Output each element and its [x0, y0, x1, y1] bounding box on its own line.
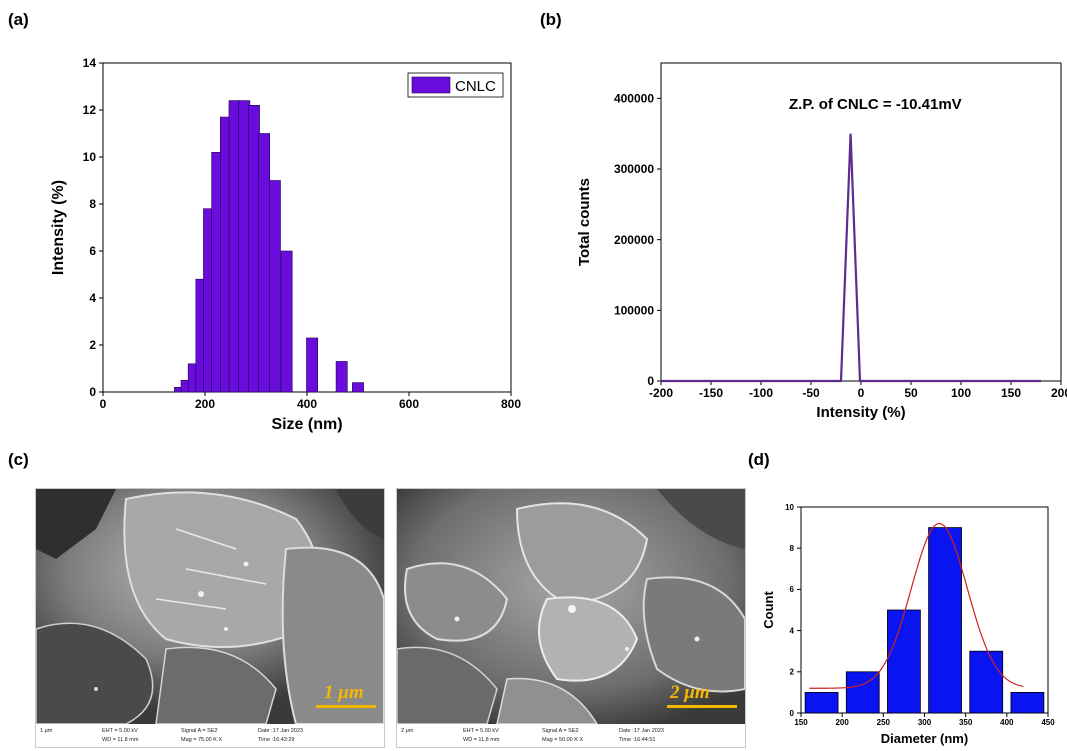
- chart-b-ytick-label: 300000: [614, 162, 654, 176]
- chart-b-ytick-label: 100000: [614, 304, 654, 318]
- chart-a-bar: [268, 180, 281, 393]
- chart-d-xtick-label: 300: [918, 718, 932, 727]
- sem1-info-eht: EHT = 5.00 kV: [102, 728, 138, 734]
- chart-a-legend-swatch: [411, 76, 451, 94]
- sem1-info-signal: Signal A = SE2: [181, 728, 218, 734]
- chart-d-ytick-label: 6: [790, 585, 795, 594]
- chart-a-bar: [335, 361, 348, 393]
- chart-a-bar: [258, 133, 271, 393]
- sem1-info-wd: WD = 11.8 mm: [102, 737, 139, 743]
- chart-b-xtick-label: 150: [1001, 386, 1021, 400]
- chart-d-xtick-label: 150: [794, 718, 808, 727]
- chart-b-xtick-label: 0: [858, 386, 865, 400]
- chart-a-ytick-label: 14: [83, 56, 97, 70]
- chart-a-ylabel: Intensity (%): [50, 180, 67, 275]
- chart-d-ytick-label: 4: [790, 626, 795, 635]
- sem2-info-mag: Mag = 50.00 K X: [542, 737, 584, 743]
- sem1-info-bar-label: 1 μm: [40, 728, 53, 734]
- chart-a-bar: [280, 250, 293, 393]
- chart-b-annotation: Z.P. of CNLC = -10.41mV: [789, 96, 962, 113]
- chart-d-xtick-label: 250: [877, 718, 891, 727]
- chart-b-xtick-label: 200: [1051, 386, 1067, 400]
- chart-d-bar: [804, 692, 839, 714]
- chart-a-bar: [306, 337, 319, 393]
- sem2-info-eht: EHT = 5.00 kV: [463, 728, 499, 734]
- chart-d-xtick-label: 200: [835, 718, 849, 727]
- chart-d-ytick-label: 0: [790, 709, 795, 718]
- chart-a-bar: [352, 382, 364, 393]
- chart-b-ylabel: Total counts: [576, 178, 593, 266]
- chart-b-ytick-label: 200000: [614, 233, 654, 247]
- chart-a-ytick-label: 4: [89, 291, 96, 305]
- sem-texture-2: [397, 489, 745, 724]
- sem1-scale-label: 1 μm: [324, 682, 364, 703]
- chart-a-xtick-label: 600: [399, 397, 419, 411]
- chart-a-ytick-label: 12: [83, 103, 97, 117]
- sem2-info-bar-label: 2 μm: [401, 728, 414, 734]
- chart-a-ytick-label: 2: [89, 338, 96, 352]
- sem2-info-time: Time :16:44:51: [619, 737, 656, 743]
- chart-b-xtick-label: -150: [699, 386, 723, 400]
- sem-texture-1: [36, 489, 384, 724]
- chart-d-xlabel: Diameter (nm): [881, 731, 968, 746]
- chart-b-xtick-label: -50: [802, 386, 820, 400]
- chart-d-bar: [928, 527, 962, 714]
- sem1-info-mag: Mag = 75.00 K X: [181, 737, 223, 743]
- panel-label-c: (c): [8, 450, 29, 469]
- chart-d-xtick-label: 400: [1000, 718, 1014, 727]
- sem1-info-date: Date :17 Jan 2023: [258, 728, 303, 734]
- panel-label-b: (b): [540, 10, 562, 29]
- chart-b-ytick-label: 0: [647, 374, 654, 388]
- chart-b-xtick-label: 50: [904, 386, 918, 400]
- chart-d-xtick-label: 450: [1041, 718, 1055, 727]
- chart-a-xtick-label: 400: [297, 397, 317, 411]
- chart-d-bar: [845, 671, 880, 714]
- chart-d-bar: [969, 650, 1004, 714]
- chart-d-ytick-label: 8: [790, 544, 795, 553]
- sem2-info-wd: WD = 11.8 mm: [463, 737, 500, 743]
- chart-a-legend-label: CNLC: [455, 78, 496, 95]
- chart-a-xtick-label: 0: [100, 397, 107, 411]
- chart-a-ytick-label: 8: [89, 197, 96, 211]
- chart-a-ytick-label: 10: [83, 150, 97, 164]
- chart-a-xtick-label: 200: [195, 397, 215, 411]
- sem-image-1: 1 μm 1 μm EHT = 5.00 kV WD = 11.8 mm Sig…: [35, 488, 385, 748]
- panel-label-d: (d): [748, 450, 770, 469]
- chart-b-xtick-label: -200: [649, 386, 673, 400]
- panel-label-a: (a): [8, 10, 29, 29]
- chart-a-xtick-label: 800: [501, 397, 521, 411]
- chart-d-ytick-label: 10: [785, 503, 794, 512]
- chart-b-xtick-label: 100: [951, 386, 971, 400]
- sem1-scale-bar: [316, 705, 376, 708]
- chart-a-bar: [248, 105, 260, 393]
- chart-a-ytick-label: 6: [89, 244, 96, 258]
- chart-b-xtick-label: -100: [749, 386, 773, 400]
- chart-b-ytick-label: 400000: [614, 92, 654, 106]
- sem1-info-time: Time :16:43:29: [258, 737, 295, 743]
- chart-d-bar: [1010, 692, 1045, 714]
- sem2-scale-bar: [667, 705, 737, 708]
- chart-b-xlabel: Intensity (%): [816, 404, 905, 421]
- sem1-info-bar: 1 μm EHT = 5.00 kV WD = 11.8 mm Signal A…: [36, 724, 384, 747]
- chart-a-xlabel: Size (nm): [271, 416, 342, 433]
- sem2-info-bar: 2 μm EHT = 5.00 kV WD = 11.8 mm Signal A…: [397, 724, 745, 747]
- chart-d-fit-curve: [809, 522, 1024, 689]
- chart-d-xtick-label: 350: [959, 718, 973, 727]
- sem2-info-signal: Signal A = SE2: [542, 728, 579, 734]
- chart-d-ytick-label: 2: [790, 668, 795, 677]
- chart-b-series-line: [661, 133, 1041, 383]
- chart-a-ytick-label: 0: [89, 385, 96, 399]
- chart-d-bar: [887, 609, 921, 714]
- sem2-info-date: Date :17 Jan 2023: [619, 728, 664, 734]
- chart-d-ylabel: Count: [761, 591, 776, 629]
- sem-image-2: 2 μm 2 μm EHT = 5.00 kV WD = 11.8 mm Sig…: [396, 488, 746, 748]
- sem2-scale-label: 2 μm: [670, 682, 710, 703]
